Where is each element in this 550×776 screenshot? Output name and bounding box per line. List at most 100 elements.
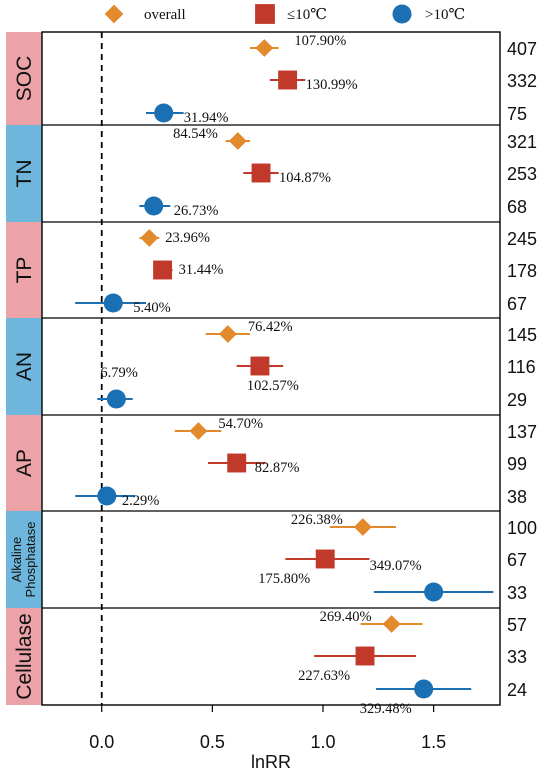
sample-size-label: 67 [507, 550, 527, 570]
data-row-6-3: 349.07% 33 [370, 558, 527, 603]
data-label: 23.96% [165, 230, 210, 246]
data-label: 104.87% [279, 170, 331, 186]
data-row-3-1: 23.96% 245 [139, 229, 537, 249]
data-row-7-1: 269.40% 57 [320, 609, 527, 635]
point-circle [424, 582, 444, 602]
group-label-5: AP [13, 449, 36, 477]
point-circle [106, 389, 126, 409]
legend: overall ≤10℃ >10℃ [104, 4, 465, 24]
legend-label-1: overall [144, 7, 186, 23]
sample-size-label: 99 [507, 454, 527, 474]
x-tick-label: 0.5 [200, 732, 225, 752]
point-diamond [140, 229, 159, 247]
data-row-5-1: 54.70% 137 [174, 416, 537, 442]
group-band-7 [6, 608, 42, 705]
data-label: 269.40% [320, 609, 372, 625]
data-label: 226.38% [291, 512, 343, 528]
data-label: 130.99% [306, 77, 358, 93]
point-square [278, 70, 298, 90]
point-square [153, 260, 173, 280]
sample-size-label: 24 [507, 680, 527, 700]
data-label: 6.79% [100, 365, 137, 381]
point-square [355, 646, 375, 666]
data-row-7-2: 227.63% 33 [298, 646, 527, 684]
legend-marker-2 [255, 4, 275, 24]
point-diamond [382, 615, 401, 633]
sample-size-label: 29 [507, 390, 527, 410]
data-label: 26.73% [174, 203, 219, 219]
sample-size-label: 38 [507, 487, 527, 507]
group-label-3: TP [13, 257, 36, 284]
data-row-6-1: 226.38% 100 [291, 512, 537, 538]
sample-size-label: 68 [507, 197, 527, 217]
group-band-4 [6, 318, 42, 415]
data-label: 31.94% [184, 110, 229, 126]
group-label-1: SOC [13, 56, 36, 102]
point-square [251, 163, 271, 183]
data-label: 31.44% [179, 262, 224, 278]
group-label-4: AN [13, 352, 36, 381]
data-row-4-3: 6.79% 29 [97, 365, 527, 410]
data-row-6-2: 175.80% 67 [258, 549, 527, 587]
data-label: 2.29% [122, 493, 159, 509]
data-row-4-1: 76.42% 145 [205, 319, 537, 345]
data-label: 76.42% [248, 319, 293, 335]
point-circle [154, 103, 174, 123]
point-square [250, 356, 270, 376]
legend-label-2: ≤10℃ [287, 7, 327, 23]
data-row-2-2: 104.87% 253 [243, 163, 537, 186]
point-diamond [218, 325, 237, 343]
x-tick-label: 0.0 [89, 732, 114, 752]
point-diamond [228, 132, 247, 150]
sample-size-label: 145 [507, 325, 537, 345]
x-axis: 0.0 0.5 1.0 1.5 lnRR [89, 705, 446, 772]
sample-size-label: 116 [507, 357, 536, 377]
data-row-2-1: 84.54% 321 [173, 126, 537, 152]
data-label: 102.57% [247, 378, 299, 394]
group-label-6-line-2: Phosphatase [23, 522, 38, 598]
point-circle [144, 196, 164, 216]
data-row-4-2: 102.57% 116 [236, 356, 536, 394]
sample-size-label: 75 [507, 104, 527, 124]
point-circle [414, 679, 434, 699]
data-row-2-3: 26.73% 68 [139, 196, 527, 219]
point-circle [103, 293, 123, 313]
group-band-1 [6, 32, 42, 125]
group-band-5 [6, 415, 42, 511]
data-row-3-2: 31.44% 178 [153, 260, 537, 281]
data-label: 329.48% [360, 701, 412, 717]
group-label-2: TN [13, 160, 36, 188]
legend-marker-1 [104, 4, 124, 24]
data-label: 82.87% [255, 460, 300, 476]
legend-label-3: >10℃ [425, 7, 465, 23]
plot-frame [41, 31, 501, 706]
data-row-1-3: 31.94% 75 [145, 103, 527, 126]
data-row-3-3: 5.40% 67 [75, 293, 527, 316]
point-diamond [189, 422, 208, 440]
data-label: 84.54% [173, 126, 218, 142]
group-label-6-line-1: Alkaline [9, 537, 24, 583]
sample-size-label: 33 [507, 647, 527, 667]
sample-size-label: 321 [507, 132, 537, 152]
data-row-7-3: 329.48% 24 [360, 679, 527, 717]
x-tick-label: 1.0 [310, 732, 335, 752]
data-label: 107.90% [294, 33, 346, 49]
sample-size-label: 67 [507, 294, 527, 314]
point-diamond [255, 39, 274, 57]
legend-marker-3 [392, 4, 412, 24]
group-band-6 [6, 511, 42, 608]
point-diamond [353, 518, 372, 536]
sample-size-label: 100 [507, 518, 537, 538]
sample-size-label: 245 [507, 229, 537, 249]
data-label: 175.80% [258, 571, 310, 587]
point-square [315, 549, 335, 569]
sample-size-label: 178 [507, 261, 537, 281]
sample-size-label: 137 [507, 422, 537, 442]
data-row-1-1: 107.90% 407 [249, 33, 537, 59]
sample-size-label: 33 [507, 583, 527, 603]
data-row-5-2: 82.87% 99 [207, 453, 527, 476]
data-label: 5.40% [133, 300, 170, 316]
point-square [227, 453, 247, 473]
sample-size-label: 407 [507, 39, 537, 59]
